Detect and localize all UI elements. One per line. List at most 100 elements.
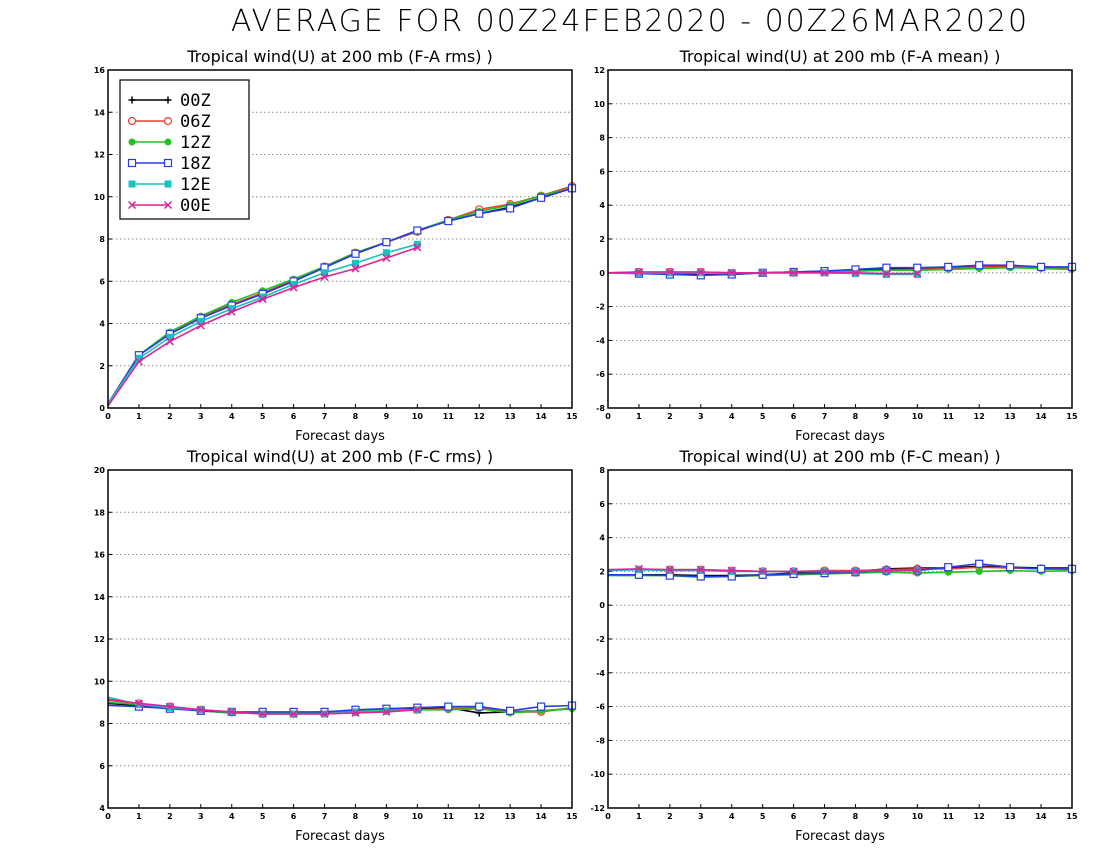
y-tick-label: -4 [596,669,605,678]
chart-title: Tropical wind(U) at 200 mb (F-A rms) ) [186,47,493,66]
y-tick-label: 6 [99,277,105,286]
data-point [351,708,360,717]
data-point [228,305,236,313]
x-tick-label: 5 [760,812,766,821]
series-line [608,562,1072,578]
x-tick-label: 4 [229,812,235,821]
y-tick-label: 14 [94,108,106,117]
x-tick-label: 0 [105,412,111,421]
data-point [165,337,174,346]
data-point [634,564,643,573]
data-point [727,268,736,277]
x-tick-label: 3 [198,412,204,421]
series-line [607,264,1072,277]
y-tick-label: 14 [94,593,106,602]
data-point [820,268,829,277]
data-point [444,216,453,226]
data-point [696,565,705,574]
x-tick-label: 2 [667,812,673,821]
data-point [290,280,298,288]
data-point [134,357,143,366]
x-tick-label: 9 [384,412,390,421]
y-tick-label: 20 [94,466,106,475]
legend-marker [127,200,137,210]
x-tick-label: 7 [322,412,328,421]
data-point [289,709,298,719]
x-axis-label: Forecast days [295,829,385,844]
data-point [789,268,798,277]
data-point [227,707,236,716]
x-tick-label: 15 [1066,812,1078,821]
x-tick-label: 12 [974,412,985,421]
data-point [665,565,674,574]
data-point [382,238,391,247]
legend-marker [127,116,137,126]
data-point [536,702,546,711]
y-tick-label: 2 [599,235,605,244]
x-tick-label: 9 [884,812,890,821]
data-point [320,272,329,282]
legend-label: 18Z [180,154,211,174]
data-point [1006,261,1015,270]
y-tick-label: 16 [94,551,106,560]
y-tick-label: 8 [599,134,605,143]
series-line [107,187,573,405]
x-tick-label: 5 [260,812,266,821]
data-point [944,563,953,572]
y-tick-label: -6 [596,370,605,379]
data-point [1006,563,1015,572]
x-tick-label: 15 [1066,412,1078,421]
y-tick-label: 10 [594,100,606,109]
x-tick-label: 8 [353,812,359,821]
y-tick-label: 4 [99,320,105,329]
x-tick-label: 5 [260,412,266,421]
data-point [506,204,515,213]
x-tick-label: 6 [791,412,797,421]
plot-frame [607,469,1073,809]
legend-marker [163,158,173,168]
legend-marker [127,158,137,168]
x-tick-label: 10 [412,812,424,821]
y-tick-label: -12 [591,804,605,813]
y-tick-label: 6 [599,167,605,176]
data-point [351,264,360,273]
data-point [413,705,422,714]
legend-entry-12E: 12E [128,175,211,195]
x-tick-label: 1 [136,412,142,421]
data-point [506,706,515,715]
x-tick-label: 8 [853,812,859,821]
x-tick-label: 13 [1005,812,1016,821]
series-line [107,243,418,405]
data-point [851,567,860,576]
x-tick-label: 3 [698,812,704,821]
data-point [227,307,236,316]
x-tick-label: 1 [136,812,142,821]
legend-entry-06Z: 06Z [127,112,211,132]
legend-marker [164,138,172,146]
y-tick-label: 12 [94,635,105,644]
legend-label: 00E [180,196,211,216]
x-tick-label: 5 [760,412,766,421]
legend-entry-00E: 00E [127,196,211,216]
chart-title: Tropical wind(U) at 200 mb (F-C mean) ) [678,447,1000,466]
data-point [975,567,983,575]
y-tick-label: 2 [99,362,105,371]
y-tick-label: 12 [594,66,605,75]
data-point [197,317,205,325]
y-tick-label: 8 [599,466,605,475]
x-tick-label: 7 [822,412,828,421]
x-tick-label: 11 [943,412,955,421]
data-point [166,333,174,341]
chart-title: Tropical wind(U) at 200 mb (F-A mean) ) [679,47,1001,66]
data-point [382,253,391,263]
x-tick-label: 13 [505,412,516,421]
x-tick-label: 4 [729,412,735,421]
data-point [758,268,767,277]
series-00E [607,564,922,576]
data-point [696,267,705,276]
x-tick-label: 7 [822,812,828,821]
series-00E [107,243,422,407]
data-point [320,709,329,719]
plot-frame [107,69,573,409]
